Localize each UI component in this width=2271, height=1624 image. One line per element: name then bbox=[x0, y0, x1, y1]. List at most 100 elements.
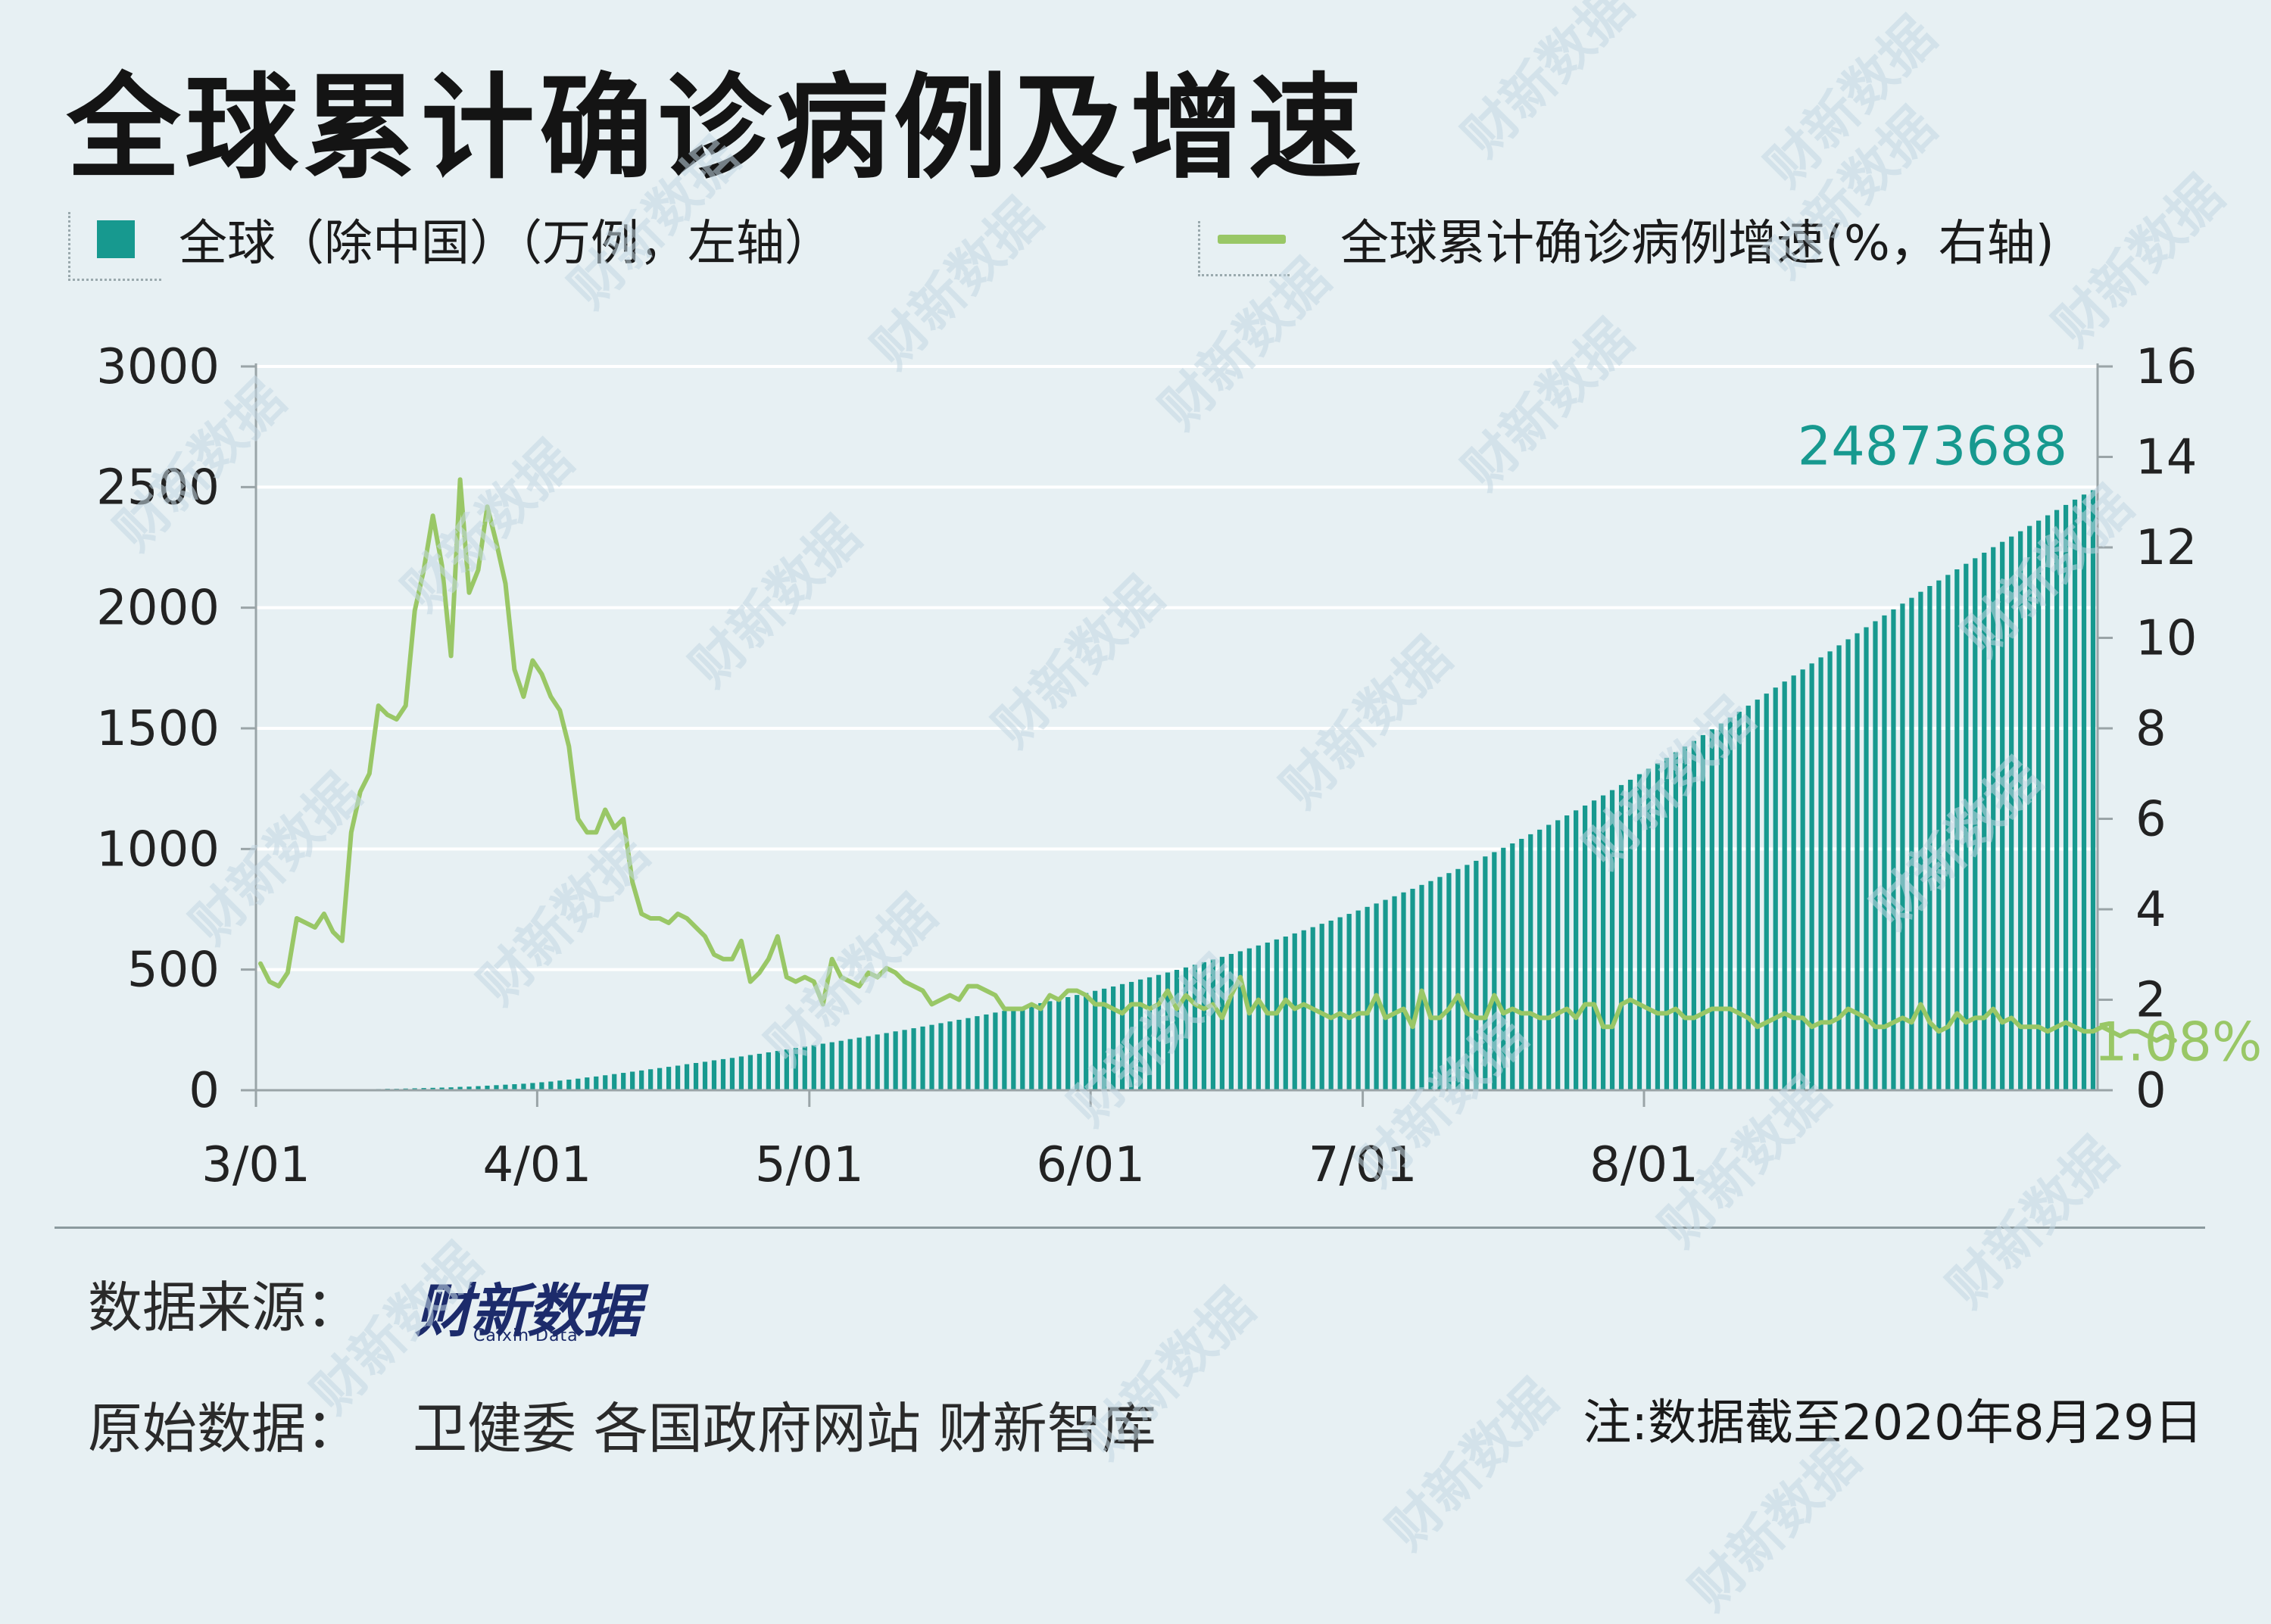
bar bbox=[838, 1040, 844, 1090]
y-left-tick-label: 1000 bbox=[96, 821, 220, 877]
bar bbox=[1936, 580, 1942, 1090]
legend-frame-line bbox=[1198, 221, 1290, 276]
bar bbox=[439, 1087, 445, 1090]
bar bbox=[1355, 910, 1361, 1090]
x-tick-label: 6/01 bbox=[1036, 1137, 1145, 1193]
bar bbox=[1174, 969, 1180, 1090]
bar bbox=[766, 1052, 771, 1090]
bar bbox=[993, 1012, 998, 1090]
bar bbox=[1791, 675, 1796, 1090]
bar bbox=[875, 1034, 880, 1090]
x-tick-label: 8/01 bbox=[1589, 1137, 1699, 1193]
bar bbox=[956, 1019, 962, 1090]
bar bbox=[1700, 734, 1705, 1090]
bar bbox=[494, 1085, 499, 1090]
bar bbox=[1528, 834, 1533, 1090]
bar bbox=[1664, 757, 1670, 1090]
bar bbox=[1718, 723, 1724, 1090]
bar bbox=[1337, 917, 1343, 1090]
legend-frame-bars bbox=[68, 212, 161, 281]
bar bbox=[1891, 609, 1896, 1090]
bar bbox=[1764, 694, 1769, 1090]
bar bbox=[1691, 740, 1696, 1090]
bar bbox=[1283, 937, 1288, 1090]
bar bbox=[603, 1075, 608, 1090]
bar bbox=[521, 1083, 526, 1090]
bar bbox=[756, 1053, 763, 1090]
y-right-tick-label: 12 bbox=[2135, 520, 2197, 576]
bar bbox=[1292, 933, 1297, 1090]
bar bbox=[1918, 591, 1923, 1090]
bar bbox=[1365, 906, 1370, 1090]
bar bbox=[2000, 541, 2005, 1090]
bar bbox=[1038, 1002, 1043, 1090]
bar bbox=[457, 1086, 463, 1090]
last-line-annotation: 1.08% bbox=[2094, 1011, 2262, 1073]
bar bbox=[1301, 930, 1306, 1090]
y-right-tick-label: 2 bbox=[2135, 973, 2166, 1029]
chart-title: 全球累计确诊病例及增速 bbox=[67, 63, 1367, 195]
footer-divider bbox=[55, 1227, 2205, 1229]
bar bbox=[566, 1079, 572, 1090]
bar bbox=[802, 1046, 807, 1090]
bar bbox=[2036, 520, 2042, 1090]
bar bbox=[1800, 669, 1805, 1090]
bar bbox=[1020, 1007, 1025, 1090]
legend-line-swatch bbox=[1218, 235, 1286, 244]
bar bbox=[512, 1084, 517, 1090]
bar bbox=[1474, 860, 1479, 1090]
y-left-tick-label: 500 bbox=[127, 943, 220, 999]
bar bbox=[1246, 948, 1252, 1090]
bar bbox=[1827, 651, 1833, 1090]
legend-item-line: 全球累计确诊病例增速(%，右轴) bbox=[1218, 204, 2054, 274]
bar bbox=[856, 1037, 862, 1090]
bar bbox=[884, 1033, 889, 1090]
bar bbox=[1437, 877, 1443, 1090]
bar bbox=[1627, 779, 1633, 1090]
bar bbox=[1165, 972, 1171, 1090]
axis-labels: 3000 2500 2000 1500 1000 500 0 16 14 12 10 8 6 4 2 0 3/0… bbox=[96, 339, 2262, 1193]
bar bbox=[693, 1062, 699, 1090]
bar bbox=[1900, 603, 1905, 1090]
bar bbox=[576, 1078, 581, 1090]
bar bbox=[1519, 838, 1524, 1090]
caixin-data-logo-sub: Caixin Data bbox=[473, 1326, 579, 1345]
bar bbox=[1945, 575, 1951, 1090]
bar bbox=[1991, 547, 1996, 1090]
bar bbox=[775, 1051, 780, 1090]
bar bbox=[1927, 585, 1933, 1090]
bar bbox=[1029, 1005, 1034, 1090]
bar bbox=[1265, 942, 1270, 1090]
y-right-tick-label: 8 bbox=[2135, 701, 2166, 757]
bar bbox=[1465, 865, 1470, 1090]
bar bbox=[1636, 774, 1642, 1090]
bar bbox=[1537, 829, 1543, 1090]
bar bbox=[1546, 824, 1552, 1090]
chart-page: { "title": "全球累计确诊病例及增速", "legend": { "b… bbox=[55, 0, 2262, 1622]
date-note: 注:数据截至2020年8月29日 bbox=[1583, 1395, 2203, 1451]
bar bbox=[829, 1042, 834, 1090]
bar bbox=[1192, 965, 1198, 1090]
bar bbox=[1982, 553, 1987, 1090]
growth-line bbox=[258, 477, 2177, 1043]
legend-bar-swatch bbox=[97, 220, 135, 258]
bar bbox=[1836, 645, 1842, 1090]
bar bbox=[1709, 729, 1714, 1090]
bar bbox=[1591, 800, 1597, 1090]
bar bbox=[1137, 979, 1143, 1090]
bar bbox=[793, 1048, 798, 1090]
legend-bars-label: 全球（除中国）（万例，左轴） bbox=[179, 216, 833, 272]
bar bbox=[1682, 746, 1688, 1090]
bar bbox=[1873, 621, 1878, 1090]
bar bbox=[711, 1060, 717, 1090]
bar bbox=[1446, 873, 1452, 1090]
y-right-tick-label: 14 bbox=[2135, 430, 2197, 486]
bar bbox=[1782, 681, 1787, 1090]
bar bbox=[1111, 986, 1116, 1090]
source-label: 数据来源： bbox=[88, 1276, 361, 1339]
bar bbox=[1075, 995, 1080, 1090]
bar bbox=[1128, 981, 1134, 1090]
bar bbox=[847, 1039, 853, 1090]
bar bbox=[1319, 924, 1324, 1090]
bar bbox=[448, 1087, 454, 1090]
